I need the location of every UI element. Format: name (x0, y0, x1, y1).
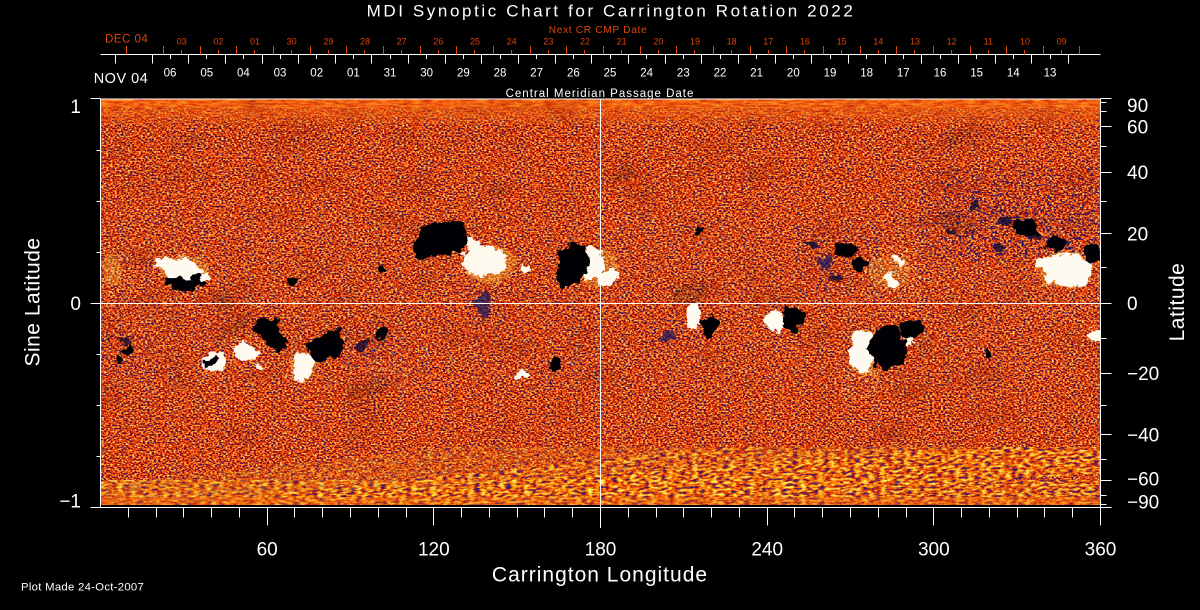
svg-text:04: 04 (237, 68, 250, 80)
svg-text:03: 03 (274, 68, 287, 80)
svg-text:27: 27 (397, 37, 407, 47)
svg-text:90: 90 (1127, 96, 1148, 117)
svg-text:20: 20 (653, 37, 663, 47)
svg-text:16: 16 (934, 68, 947, 80)
svg-text:0: 0 (70, 294, 81, 315)
svg-text:MDI Synoptic Chart for Carring: MDI Synoptic Chart for Carrington Rotati… (367, 2, 856, 21)
svg-text:13: 13 (910, 37, 920, 47)
svg-text:15: 15 (970, 68, 983, 80)
svg-text:−40: −40 (1127, 426, 1159, 447)
svg-text:−20: −20 (1127, 364, 1159, 385)
svg-text:17: 17 (763, 37, 773, 47)
svg-text:23: 23 (677, 68, 690, 80)
svg-text:26: 26 (433, 37, 443, 47)
svg-text:29: 29 (457, 68, 470, 80)
svg-text:−60: −60 (1127, 470, 1159, 491)
svg-text:Sine Latitude: Sine Latitude (22, 237, 45, 366)
svg-text:15: 15 (837, 37, 847, 47)
svg-text:180: 180 (585, 540, 617, 561)
svg-text:18: 18 (860, 68, 873, 80)
svg-text:13: 13 (1044, 68, 1057, 80)
svg-text:21: 21 (617, 37, 627, 47)
svg-text:18: 18 (727, 37, 737, 47)
svg-text:Next CR CMP Date: Next CR CMP Date (549, 25, 648, 36)
svg-text:120: 120 (418, 540, 450, 561)
svg-text:20: 20 (1127, 224, 1148, 245)
svg-text:22: 22 (714, 68, 727, 80)
svg-text:20: 20 (787, 68, 800, 80)
svg-text:19: 19 (824, 68, 837, 80)
svg-text:360: 360 (1085, 540, 1117, 561)
svg-text:24: 24 (507, 37, 517, 47)
svg-text:1: 1 (70, 97, 81, 118)
svg-text:60: 60 (1127, 117, 1148, 138)
svg-text:Plot Made 24-Oct-2007: Plot Made 24-Oct-2007 (21, 582, 144, 594)
svg-text:27: 27 (530, 68, 543, 80)
svg-text:14: 14 (873, 37, 883, 47)
svg-text:01: 01 (250, 37, 260, 47)
svg-text:Latitude: Latitude (1166, 263, 1189, 342)
svg-text:300: 300 (918, 540, 950, 561)
svg-text:03: 03 (177, 37, 187, 47)
svg-text:02: 02 (213, 37, 223, 47)
svg-text:17: 17 (897, 68, 910, 80)
svg-text:10: 10 (1020, 37, 1030, 47)
svg-text:40: 40 (1127, 163, 1148, 184)
svg-text:28: 28 (360, 37, 370, 47)
svg-text:05: 05 (200, 68, 213, 80)
svg-text:NOV 04: NOV 04 (94, 71, 149, 87)
svg-text:Carrington Longitude: Carrington Longitude (492, 564, 708, 587)
svg-text:29: 29 (323, 37, 333, 47)
svg-text:26: 26 (567, 68, 580, 80)
svg-text:24: 24 (640, 68, 653, 80)
svg-text:31: 31 (384, 68, 397, 80)
svg-text:09: 09 (1057, 37, 1067, 47)
svg-text:14: 14 (1007, 68, 1020, 80)
svg-text:30: 30 (420, 68, 433, 80)
svg-text:16: 16 (800, 37, 810, 47)
svg-text:−90: −90 (1127, 493, 1159, 514)
svg-text:21: 21 (750, 68, 763, 80)
svg-text:01: 01 (347, 68, 360, 80)
svg-text:240: 240 (751, 540, 783, 561)
svg-text:12: 12 (947, 37, 957, 47)
svg-text:28: 28 (494, 68, 507, 80)
svg-text:11: 11 (984, 37, 993, 47)
svg-text:60: 60 (257, 540, 278, 561)
svg-text:DEC 04: DEC 04 (105, 34, 148, 46)
svg-text:22: 22 (580, 37, 590, 47)
svg-text:06: 06 (164, 68, 177, 80)
svg-text:30: 30 (287, 37, 297, 47)
svg-text:25: 25 (470, 37, 480, 47)
svg-text:25: 25 (604, 68, 617, 80)
svg-text:−1: −1 (59, 492, 81, 513)
svg-text:0: 0 (1127, 294, 1138, 315)
svg-text:19: 19 (690, 37, 700, 47)
svg-text:23: 23 (543, 37, 553, 47)
svg-text:Central Meridian Passage Date: Central Meridian Passage Date (506, 88, 695, 100)
svg-text:02: 02 (310, 68, 323, 80)
